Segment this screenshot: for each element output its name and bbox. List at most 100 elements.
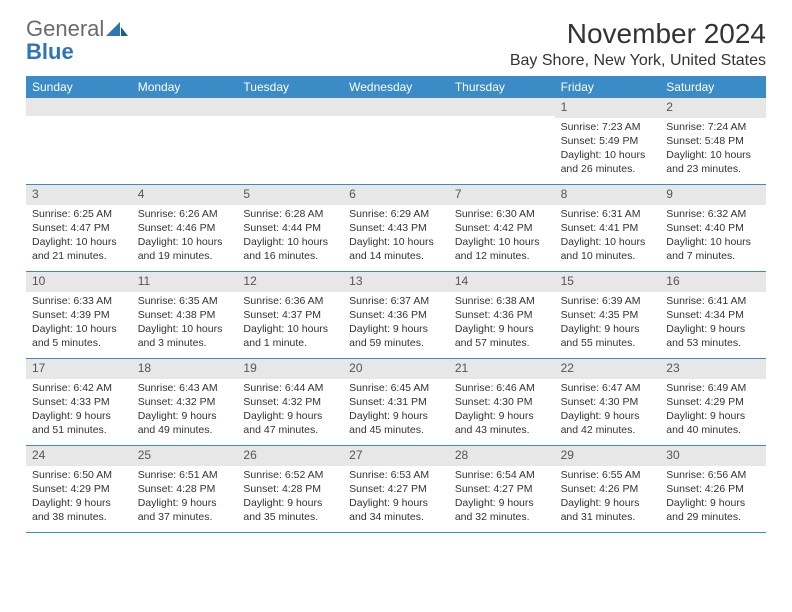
date-number: 28 bbox=[449, 446, 555, 466]
week-row: 17Sunrise: 6:42 AMSunset: 4:33 PMDayligh… bbox=[26, 359, 766, 446]
day-header-row: Sunday Monday Tuesday Wednesday Thursday… bbox=[26, 76, 766, 98]
cell-body: Sunrise: 6:45 AMSunset: 4:31 PMDaylight:… bbox=[343, 379, 449, 442]
sunset-text: Sunset: 4:27 PM bbox=[455, 482, 549, 496]
sunset-text: Sunset: 4:44 PM bbox=[243, 221, 337, 235]
cell-body: Sunrise: 6:49 AMSunset: 4:29 PMDaylight:… bbox=[660, 379, 766, 442]
sunset-text: Sunset: 4:32 PM bbox=[138, 395, 232, 409]
cell-body: Sunrise: 6:37 AMSunset: 4:36 PMDaylight:… bbox=[343, 292, 449, 355]
daylight-text: Daylight: 10 hours and 23 minutes. bbox=[666, 148, 760, 176]
calendar-cell: 1Sunrise: 7:23 AMSunset: 5:49 PMDaylight… bbox=[555, 98, 661, 184]
date-number bbox=[449, 98, 555, 116]
cell-body: Sunrise: 6:33 AMSunset: 4:39 PMDaylight:… bbox=[26, 292, 132, 355]
sunrise-text: Sunrise: 6:44 AM bbox=[243, 381, 337, 395]
calendar-cell: 21Sunrise: 6:46 AMSunset: 4:30 PMDayligh… bbox=[449, 359, 555, 445]
sunset-text: Sunset: 4:34 PM bbox=[666, 308, 760, 322]
sunset-text: Sunset: 4:30 PM bbox=[455, 395, 549, 409]
sunset-text: Sunset: 4:40 PM bbox=[666, 221, 760, 235]
day-header-fri: Friday bbox=[555, 76, 661, 98]
sunrise-text: Sunrise: 6:29 AM bbox=[349, 207, 443, 221]
date-number: 26 bbox=[237, 446, 343, 466]
date-number: 30 bbox=[660, 446, 766, 466]
calendar-cell: 7Sunrise: 6:30 AMSunset: 4:42 PMDaylight… bbox=[449, 185, 555, 271]
date-number: 22 bbox=[555, 359, 661, 379]
daylight-text: Daylight: 10 hours and 19 minutes. bbox=[138, 235, 232, 263]
sunrise-text: Sunrise: 6:28 AM bbox=[243, 207, 337, 221]
sunset-text: Sunset: 4:41 PM bbox=[561, 221, 655, 235]
cell-body: Sunrise: 6:39 AMSunset: 4:35 PMDaylight:… bbox=[555, 292, 661, 355]
cell-body: Sunrise: 6:32 AMSunset: 4:40 PMDaylight:… bbox=[660, 205, 766, 268]
calendar-cell: 16Sunrise: 6:41 AMSunset: 4:34 PMDayligh… bbox=[660, 272, 766, 358]
sunrise-text: Sunrise: 6:53 AM bbox=[349, 468, 443, 482]
sail-icon bbox=[106, 20, 128, 41]
sunrise-text: Sunrise: 6:49 AM bbox=[666, 381, 760, 395]
daylight-text: Daylight: 10 hours and 12 minutes. bbox=[455, 235, 549, 263]
date-number: 25 bbox=[132, 446, 238, 466]
calendar-cell: 11Sunrise: 6:35 AMSunset: 4:38 PMDayligh… bbox=[132, 272, 238, 358]
sunset-text: Sunset: 4:32 PM bbox=[243, 395, 337, 409]
day-header-mon: Monday bbox=[132, 76, 238, 98]
day-header-sat: Saturday bbox=[660, 76, 766, 98]
daylight-text: Daylight: 9 hours and 57 minutes. bbox=[455, 322, 549, 350]
daylight-text: Daylight: 9 hours and 31 minutes. bbox=[561, 496, 655, 524]
calendar-cell: 4Sunrise: 6:26 AMSunset: 4:46 PMDaylight… bbox=[132, 185, 238, 271]
daylight-text: Daylight: 9 hours and 42 minutes. bbox=[561, 409, 655, 437]
sunset-text: Sunset: 4:39 PM bbox=[32, 308, 126, 322]
cell-body: Sunrise: 6:36 AMSunset: 4:37 PMDaylight:… bbox=[237, 292, 343, 355]
cell-body: Sunrise: 6:26 AMSunset: 4:46 PMDaylight:… bbox=[132, 205, 238, 268]
sunset-text: Sunset: 4:36 PM bbox=[455, 308, 549, 322]
date-number: 3 bbox=[26, 185, 132, 205]
sunset-text: Sunset: 4:31 PM bbox=[349, 395, 443, 409]
calendar-cell: 13Sunrise: 6:37 AMSunset: 4:36 PMDayligh… bbox=[343, 272, 449, 358]
sunset-text: Sunset: 4:29 PM bbox=[32, 482, 126, 496]
daylight-text: Daylight: 9 hours and 35 minutes. bbox=[243, 496, 337, 524]
calendar-cell: 10Sunrise: 6:33 AMSunset: 4:39 PMDayligh… bbox=[26, 272, 132, 358]
daylight-text: Daylight: 10 hours and 16 minutes. bbox=[243, 235, 337, 263]
date-number: 15 bbox=[555, 272, 661, 292]
calendar-cell: 23Sunrise: 6:49 AMSunset: 4:29 PMDayligh… bbox=[660, 359, 766, 445]
daylight-text: Daylight: 9 hours and 40 minutes. bbox=[666, 409, 760, 437]
week-row: 1Sunrise: 7:23 AMSunset: 5:49 PMDaylight… bbox=[26, 98, 766, 185]
calendar-cell: 2Sunrise: 7:24 AMSunset: 5:48 PMDaylight… bbox=[660, 98, 766, 184]
logo: General Blue bbox=[26, 18, 128, 64]
sunrise-text: Sunrise: 6:47 AM bbox=[561, 381, 655, 395]
calendar-cell: 28Sunrise: 6:54 AMSunset: 4:27 PMDayligh… bbox=[449, 446, 555, 532]
daylight-text: Daylight: 9 hours and 37 minutes. bbox=[138, 496, 232, 524]
week-row: 10Sunrise: 6:33 AMSunset: 4:39 PMDayligh… bbox=[26, 272, 766, 359]
sunrise-text: Sunrise: 6:43 AM bbox=[138, 381, 232, 395]
date-number: 13 bbox=[343, 272, 449, 292]
calendar-cell: 18Sunrise: 6:43 AMSunset: 4:32 PMDayligh… bbox=[132, 359, 238, 445]
sunrise-text: Sunrise: 6:42 AM bbox=[32, 381, 126, 395]
day-header-wed: Wednesday bbox=[343, 76, 449, 98]
date-number: 16 bbox=[660, 272, 766, 292]
calendar-cell: 17Sunrise: 6:42 AMSunset: 4:33 PMDayligh… bbox=[26, 359, 132, 445]
date-number: 21 bbox=[449, 359, 555, 379]
cell-body: Sunrise: 6:50 AMSunset: 4:29 PMDaylight:… bbox=[26, 466, 132, 529]
sunset-text: Sunset: 5:48 PM bbox=[666, 134, 760, 148]
sunrise-text: Sunrise: 6:26 AM bbox=[138, 207, 232, 221]
calendar-cell: 15Sunrise: 6:39 AMSunset: 4:35 PMDayligh… bbox=[555, 272, 661, 358]
sunrise-text: Sunrise: 7:23 AM bbox=[561, 120, 655, 134]
daylight-text: Daylight: 9 hours and 32 minutes. bbox=[455, 496, 549, 524]
day-header-tue: Tuesday bbox=[237, 76, 343, 98]
cell-body: Sunrise: 6:42 AMSunset: 4:33 PMDaylight:… bbox=[26, 379, 132, 442]
cell-body: Sunrise: 6:55 AMSunset: 4:26 PMDaylight:… bbox=[555, 466, 661, 529]
cell-body: Sunrise: 6:28 AMSunset: 4:44 PMDaylight:… bbox=[237, 205, 343, 268]
calendar-cell: 12Sunrise: 6:36 AMSunset: 4:37 PMDayligh… bbox=[237, 272, 343, 358]
date-number bbox=[343, 98, 449, 116]
sunrise-text: Sunrise: 6:46 AM bbox=[455, 381, 549, 395]
calendar-cell bbox=[449, 98, 555, 184]
sunrise-text: Sunrise: 6:35 AM bbox=[138, 294, 232, 308]
cell-body: Sunrise: 6:54 AMSunset: 4:27 PMDaylight:… bbox=[449, 466, 555, 529]
daylight-text: Daylight: 9 hours and 38 minutes. bbox=[32, 496, 126, 524]
cell-body: Sunrise: 6:31 AMSunset: 4:41 PMDaylight:… bbox=[555, 205, 661, 268]
cell-body: Sunrise: 6:46 AMSunset: 4:30 PMDaylight:… bbox=[449, 379, 555, 442]
sunrise-text: Sunrise: 6:51 AM bbox=[138, 468, 232, 482]
date-number: 14 bbox=[449, 272, 555, 292]
calendar-cell: 27Sunrise: 6:53 AMSunset: 4:27 PMDayligh… bbox=[343, 446, 449, 532]
cell-body: Sunrise: 6:56 AMSunset: 4:26 PMDaylight:… bbox=[660, 466, 766, 529]
date-number: 12 bbox=[237, 272, 343, 292]
sunrise-text: Sunrise: 6:32 AM bbox=[666, 207, 760, 221]
month-title: November 2024 bbox=[510, 18, 766, 50]
daylight-text: Daylight: 10 hours and 5 minutes. bbox=[32, 322, 126, 350]
calendar-cell: 26Sunrise: 6:52 AMSunset: 4:28 PMDayligh… bbox=[237, 446, 343, 532]
